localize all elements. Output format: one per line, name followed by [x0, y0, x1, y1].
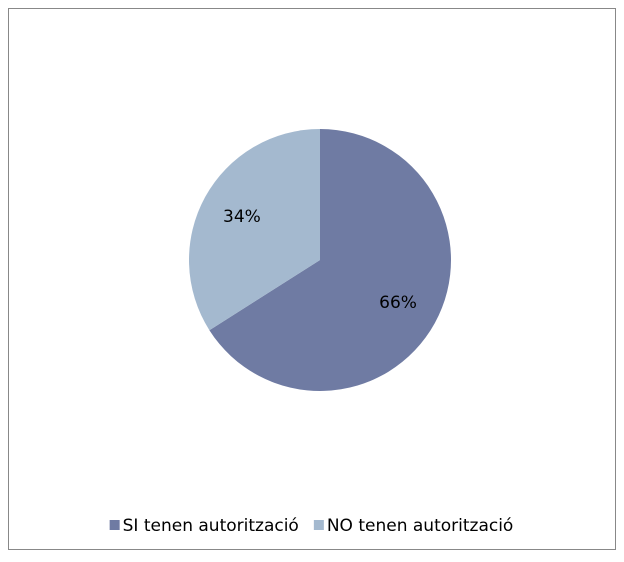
legend-label: SI tenen autorització	[123, 516, 299, 536]
legend-swatch	[313, 520, 324, 530]
pie-slice	[209, 129, 451, 391]
data-label: 66%	[379, 293, 417, 313]
data-label: 34%	[223, 207, 261, 227]
pie-slice	[188, 129, 320, 331]
legend-label: NO tenen autorització	[327, 516, 514, 536]
legend-swatch	[109, 520, 120, 530]
